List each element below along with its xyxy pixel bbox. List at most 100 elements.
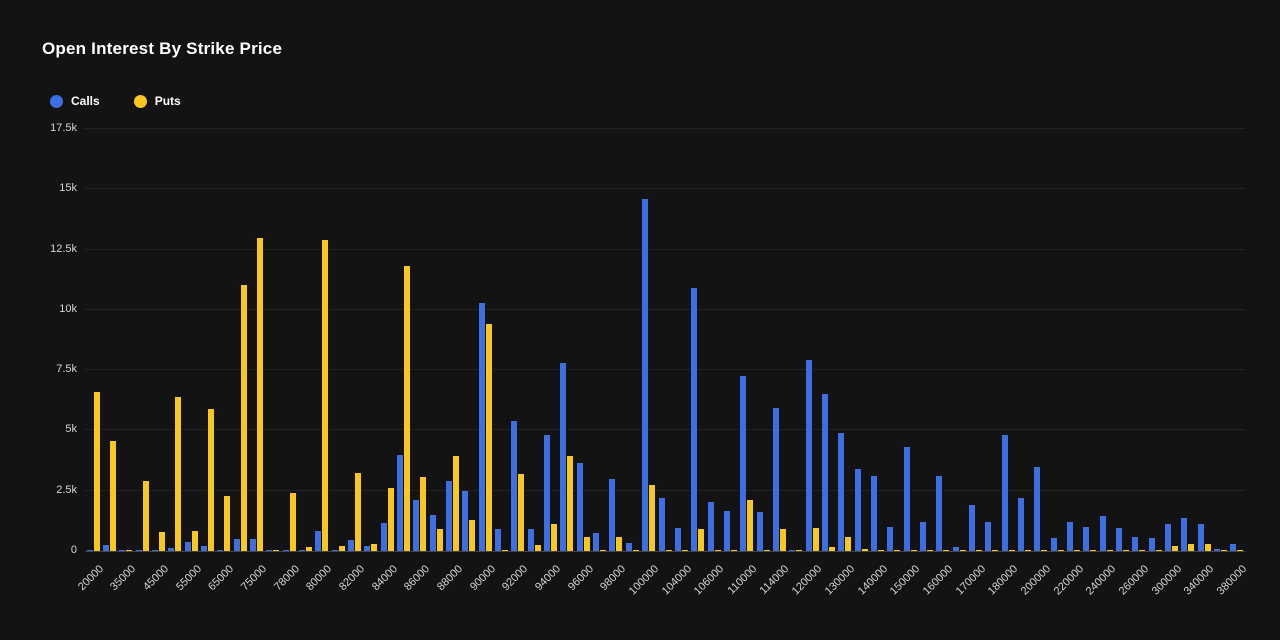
bar-calls-94000[interactable] xyxy=(544,435,551,551)
bar-calls-86000[interactable] xyxy=(413,500,420,551)
bar-puts-55000[interactable] xyxy=(191,531,198,551)
bar-puts-108000[interactable] xyxy=(730,550,737,551)
bar-calls-105000[interactable] xyxy=(691,288,698,551)
bar-calls-380000[interactable] xyxy=(1230,544,1237,551)
bar-puts-170000[interactable] xyxy=(975,550,982,551)
bar-puts-40000[interactable] xyxy=(142,481,149,551)
bar-calls-190000[interactable] xyxy=(1017,498,1024,551)
bar-puts-250000[interactable] xyxy=(1122,550,1129,551)
bar-calls-30000[interactable] xyxy=(103,545,109,551)
bar-puts-80000[interactable] xyxy=(322,240,329,551)
bar-calls-81000[interactable] xyxy=(331,550,338,551)
bar-calls-250000[interactable] xyxy=(1115,528,1122,551)
bar-puts-94000[interactable] xyxy=(551,524,558,551)
bar-puts-160000[interactable] xyxy=(943,550,950,551)
bar-calls-84000[interactable] xyxy=(380,523,387,551)
bar-puts-340000[interactable] xyxy=(1204,544,1211,551)
bar-calls-20000[interactable] xyxy=(86,550,93,551)
bar-calls-40000[interactable] xyxy=(135,550,142,551)
bar-puts-100000[interactable] xyxy=(649,485,656,551)
bar-calls-230000[interactable] xyxy=(1083,527,1090,551)
bar-puts-135000[interactable] xyxy=(861,549,868,551)
bar-calls-90000[interactable] xyxy=(478,303,485,551)
bar-puts-110000[interactable] xyxy=(747,500,754,551)
bar-puts-180000[interactable] xyxy=(1008,550,1015,551)
bar-puts-97000[interactable] xyxy=(600,550,607,551)
bar-calls-95000[interactable] xyxy=(560,363,567,551)
bar-puts-82000[interactable] xyxy=(355,473,362,551)
bar-calls-83000[interactable] xyxy=(364,546,371,551)
bar-puts-86000[interactable] xyxy=(420,477,427,551)
bar-puts-30000[interactable] xyxy=(110,441,116,551)
bar-calls-165000[interactable] xyxy=(952,547,959,551)
bar-puts-75000[interactable] xyxy=(257,238,264,551)
bar-calls-150000[interactable] xyxy=(903,447,910,551)
bar-calls-140000[interactable] xyxy=(870,476,877,551)
bar-calls-175000[interactable] xyxy=(985,522,992,551)
bar-calls-160000[interactable] xyxy=(936,476,943,551)
bar-puts-84000[interactable] xyxy=(387,488,394,551)
bar-calls-104000[interactable] xyxy=(674,528,681,551)
legend-item-calls[interactable]: Calls xyxy=(50,94,100,108)
bar-puts-300000[interactable] xyxy=(1171,546,1178,551)
bar-calls-102000[interactable] xyxy=(658,498,665,551)
bar-puts-230000[interactable] xyxy=(1090,550,1097,551)
bar-puts-102000[interactable] xyxy=(665,550,672,551)
bar-calls-240000[interactable] xyxy=(1099,516,1106,551)
bar-puts-99000[interactable] xyxy=(632,550,639,551)
bar-puts-85000[interactable] xyxy=(404,266,411,551)
bar-calls-112000[interactable] xyxy=(756,512,763,551)
bar-puts-79000[interactable] xyxy=(306,547,313,551)
bar-calls-35000[interactable] xyxy=(119,550,126,551)
bar-calls-98000[interactable] xyxy=(609,479,616,551)
bar-calls-320000[interactable] xyxy=(1181,518,1188,551)
bar-puts-88000[interactable] xyxy=(453,456,460,551)
legend-item-puts[interactable]: Puts xyxy=(133,94,181,108)
bar-calls-114000[interactable] xyxy=(772,408,779,551)
bar-calls-82000[interactable] xyxy=(348,540,355,551)
bar-calls-260000[interactable] xyxy=(1132,537,1139,551)
bar-puts-130000[interactable] xyxy=(845,537,852,551)
bar-puts-200000[interactable] xyxy=(1041,550,1048,551)
bar-puts-45000[interactable] xyxy=(159,532,166,551)
bar-calls-125000[interactable] xyxy=(821,394,828,551)
bar-puts-105000[interactable] xyxy=(698,529,705,551)
bar-puts-70000[interactable] xyxy=(240,285,247,551)
bar-calls-85000[interactable] xyxy=(397,455,404,551)
bar-puts-240000[interactable] xyxy=(1106,550,1113,551)
bar-puts-115000[interactable] xyxy=(796,550,803,551)
bar-puts-165000[interactable] xyxy=(959,550,966,551)
bar-calls-50000[interactable] xyxy=(168,548,175,551)
bar-calls-65000[interactable] xyxy=(217,550,224,551)
bar-puts-380000[interactable] xyxy=(1237,550,1244,551)
bar-calls-280000[interactable] xyxy=(1148,538,1155,551)
bar-calls-96000[interactable] xyxy=(576,463,583,551)
bar-puts-280000[interactable] xyxy=(1155,550,1162,551)
bar-calls-115000[interactable] xyxy=(789,550,796,551)
bar-puts-120000[interactable] xyxy=(812,528,819,551)
bar-calls-79000[interactable] xyxy=(299,550,306,551)
bar-calls-88000[interactable] xyxy=(446,481,453,551)
bar-calls-97000[interactable] xyxy=(593,533,600,551)
bar-puts-87000[interactable] xyxy=(436,529,443,551)
bar-puts-220000[interactable] xyxy=(1073,550,1080,551)
bar-calls-78000[interactable] xyxy=(282,550,289,551)
bar-puts-65000[interactable] xyxy=(224,496,231,551)
bar-puts-106000[interactable] xyxy=(714,550,721,551)
bar-calls-76000[interactable] xyxy=(266,550,273,551)
bar-puts-76000[interactable] xyxy=(273,550,280,551)
bar-puts-60000[interactable] xyxy=(208,409,215,551)
bar-calls-89000[interactable] xyxy=(462,491,469,551)
bar-puts-35000[interactable] xyxy=(126,550,133,551)
bar-puts-93000[interactable] xyxy=(534,545,541,551)
bar-puts-145000[interactable] xyxy=(894,550,901,551)
bar-puts-210000[interactable] xyxy=(1057,550,1064,551)
bar-puts-114000[interactable] xyxy=(779,529,786,551)
bar-calls-45000[interactable] xyxy=(152,550,159,551)
bar-calls-92000[interactable] xyxy=(511,421,518,551)
bar-puts-20000[interactable] xyxy=(93,392,100,551)
bar-puts-83000[interactable] xyxy=(371,544,378,551)
bar-puts-360000[interactable] xyxy=(1220,550,1227,551)
bar-puts-81000[interactable] xyxy=(338,546,345,551)
bar-puts-92000[interactable] xyxy=(518,474,525,551)
